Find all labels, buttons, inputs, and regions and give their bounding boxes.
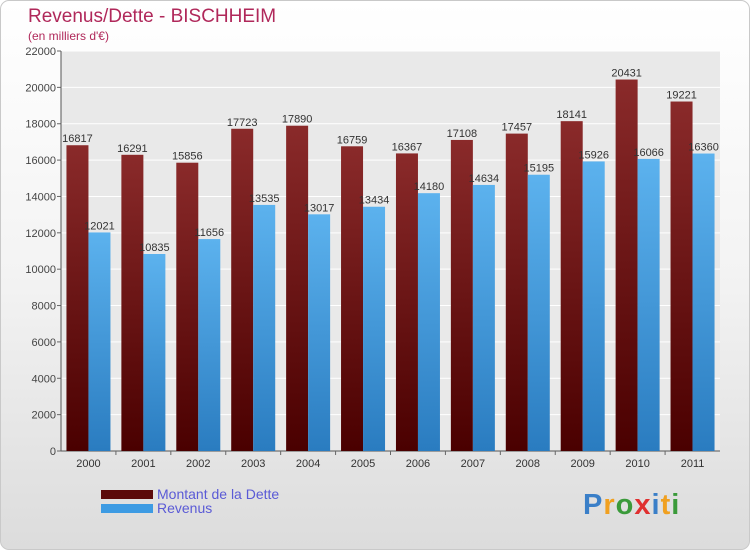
- bar-revenue: [472, 184, 495, 451]
- bar-debt: [505, 133, 528, 451]
- x-tick-label: 2011: [681, 458, 705, 470]
- x-tick-label: 2000: [76, 458, 100, 470]
- y-tick-label: 12000: [25, 228, 56, 240]
- data-label-debt: 17108: [447, 128, 478, 140]
- chart-subtitle: (en milliers d'€): [28, 29, 109, 43]
- data-label-revenue: 13017: [304, 202, 335, 214]
- data-label-debt: 16367: [392, 141, 423, 153]
- bar-revenue: [308, 214, 331, 451]
- logo-letter: i: [671, 489, 681, 521]
- data-label-debt: 18141: [556, 109, 587, 121]
- bar-revenue: [527, 174, 550, 451]
- proxiti-logo: Proxiti: [583, 489, 680, 522]
- x-tick-label: 2009: [570, 458, 594, 470]
- logo-letter: i: [651, 489, 661, 521]
- logo-letter: o: [615, 489, 635, 521]
- data-label-revenue: 13434: [359, 195, 390, 207]
- data-label-debt: 20431: [611, 68, 642, 80]
- data-label-revenue: 14634: [469, 173, 500, 185]
- logo-letter: r: [603, 489, 616, 521]
- y-tick-label: 18000: [25, 119, 56, 131]
- y-tick-label: 8000: [32, 301, 56, 313]
- legend-label-debt: Montant de la Dette: [157, 486, 280, 502]
- data-label-revenue: 14180: [414, 181, 445, 193]
- data-label-revenue: 10835: [139, 242, 170, 254]
- data-label-debt: 17457: [501, 122, 532, 134]
- y-tick-label: 4000: [32, 373, 56, 385]
- x-tick-label: 2005: [351, 458, 375, 470]
- bar-revenue: [417, 193, 440, 451]
- bar-debt: [560, 121, 583, 451]
- plot-background: [61, 51, 720, 451]
- data-label-debt: 17723: [227, 117, 258, 129]
- y-tick-label: 0: [50, 446, 56, 458]
- x-tick-label: 2001: [131, 458, 155, 470]
- bar-revenue: [692, 153, 715, 451]
- legend-swatch-revenue: [101, 504, 153, 513]
- y-tick-label: 6000: [32, 337, 56, 349]
- bar-revenue: [198, 239, 221, 451]
- bar-debt: [395, 153, 418, 451]
- bar-debt: [121, 154, 144, 452]
- legend-swatch-debt: [101, 490, 153, 499]
- bar-revenue: [88, 232, 111, 451]
- logo-letter: P: [583, 489, 604, 521]
- data-label-revenue: 16360: [688, 142, 719, 154]
- y-tick-label: 20000: [25, 82, 56, 94]
- x-tick-label: 2008: [516, 458, 540, 470]
- bar-debt: [341, 146, 364, 452]
- x-tick-label: 2010: [625, 458, 649, 470]
- bar-debt: [66, 145, 89, 451]
- bar-revenue: [637, 158, 660, 451]
- x-tick-label: 2004: [296, 458, 320, 470]
- y-tick-label: 16000: [25, 155, 56, 167]
- data-label-debt: 16291: [117, 143, 148, 155]
- data-label-revenue: 11656: [194, 227, 224, 239]
- x-tick-label: 2002: [186, 458, 210, 470]
- data-label-revenue: 15195: [523, 163, 554, 175]
- legend-label-revenue: Revenus: [157, 500, 213, 516]
- data-label-debt: 16817: [62, 133, 93, 145]
- data-label-revenue: 16066: [633, 147, 664, 159]
- data-label-debt: 15856: [172, 151, 203, 163]
- bar-debt: [615, 79, 638, 451]
- bar-debt: [176, 162, 199, 451]
- x-tick-label: 2007: [461, 458, 485, 470]
- data-label-debt: 19221: [666, 90, 697, 102]
- data-label-debt: 17890: [282, 114, 313, 126]
- chart-title: Revenus/Dette - BISCHHEIM: [28, 6, 277, 27]
- bar-revenue: [363, 206, 386, 451]
- data-label-revenue: 13535: [249, 193, 280, 205]
- data-label-revenue: 12021: [84, 220, 115, 232]
- bar-debt: [670, 101, 693, 451]
- bar-debt: [450, 139, 473, 452]
- x-tick-label: 2006: [406, 458, 430, 470]
- data-label-debt: 16759: [337, 134, 368, 146]
- y-tick-label: 14000: [25, 191, 56, 203]
- y-tick-label: 10000: [25, 264, 56, 276]
- logo-letter: x: [634, 489, 652, 521]
- bar-revenue: [143, 254, 166, 451]
- bar-revenue: [582, 161, 605, 451]
- data-label-revenue: 15926: [578, 149, 609, 161]
- y-tick-label: 2000: [32, 410, 56, 422]
- bar-debt: [231, 128, 254, 451]
- bar-revenue: [253, 204, 276, 451]
- bar-debt: [286, 125, 309, 452]
- logo-letter: t: [660, 489, 672, 521]
- y-tick-label: 22000: [25, 46, 56, 58]
- x-tick-label: 2003: [241, 458, 265, 470]
